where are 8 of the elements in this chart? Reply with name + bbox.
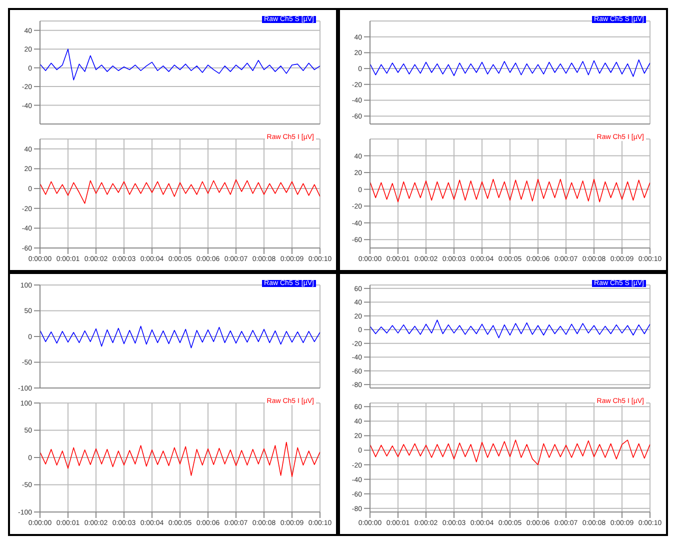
line-series (40, 48, 320, 80)
line-series (40, 442, 320, 477)
line-series (370, 440, 650, 466)
line-series (40, 179, 320, 204)
line-series (370, 178, 650, 202)
line-series (40, 326, 320, 348)
line-series (370, 59, 650, 77)
line-series (370, 320, 650, 338)
